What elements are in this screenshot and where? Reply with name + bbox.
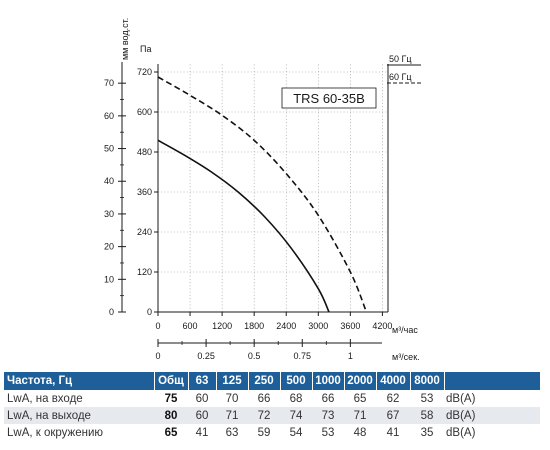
m3h-tick-label: 3600 [340, 321, 360, 331]
table-row: LwA, на выходе 80 60 71 72 74 73 71 67 58 dB(A) [4, 407, 540, 424]
row-unit: dB(A) [446, 392, 476, 405]
table-body: LwA, на входе 75 60 70 66 68 66 65 62 53 dB(A) LwA,… [4, 390, 540, 441]
legend: 50 Гц 60 Гц [387, 54, 421, 84]
pa-axis-unit: Па [140, 44, 151, 54]
pa-axis-ticks: 0 120 240 360 480 600 720 [137, 67, 158, 317]
mm-tick-label: 40 [104, 176, 114, 186]
band-value: 59 [257, 426, 271, 439]
row-total: 75 [164, 392, 178, 405]
band-value: 63 [225, 426, 239, 439]
mm-axis-unit: мм вод.ст. [120, 18, 130, 60]
band-value: 66 [257, 392, 271, 405]
band-value: 70 [225, 392, 239, 405]
table-row: LwA, на входе 75 60 70 66 68 66 65 62 53 dB(A) [4, 390, 540, 407]
m3s-axis-ticks: 0 0.25 0.5 0.75 1 [155, 339, 353, 361]
m3h-tick-label: 2400 [276, 321, 296, 331]
band-value: 68 [289, 392, 303, 405]
mm-tick-label: 0 [109, 307, 114, 317]
band-value: 65 [353, 392, 367, 405]
header-500: 500 [280, 372, 313, 390]
header-63: 63 [188, 372, 217, 390]
row-total: 80 [154, 407, 188, 424]
band-value: 73 [312, 407, 344, 424]
band-value: 71 [216, 407, 248, 424]
mm-tick-label: 50 [104, 144, 114, 154]
header-unit [444, 372, 540, 390]
legend-label-60hz: 60 Гц [389, 72, 412, 82]
band-value: 60 [188, 407, 216, 424]
band-value: 53 [321, 426, 335, 439]
legend-label-50hz: 50 Гц [389, 54, 412, 64]
m3h-axis-unit: м³/час [392, 325, 418, 335]
header-frequency: Частота, Гц [4, 372, 155, 390]
row-label: LwA, на входе [7, 392, 83, 405]
header-125: 125 [216, 372, 249, 390]
table-header-row: Частота, Гц Общ 63 125 250 500 1000 2000… [4, 372, 540, 390]
mm-axis-ticks: 0 10 20 30 40 50 60 70 [104, 78, 126, 317]
m3s-axis-unit: м³/сек. [392, 352, 420, 362]
pa-tick-label: 0 [147, 307, 152, 317]
band-value: 71 [344, 407, 376, 424]
mm-tick-label: 60 [104, 111, 114, 121]
header-1000: 1000 [312, 372, 345, 390]
band-value: 35 [420, 426, 434, 439]
pa-tick-label: 360 [137, 187, 152, 197]
noise-level-table: Частота, Гц Общ 63 125 250 500 1000 2000… [4, 372, 540, 441]
m3h-tick-label: 1800 [244, 321, 264, 331]
band-value: 74 [280, 407, 312, 424]
m3h-tick-label: 0 [155, 321, 160, 331]
row-label: LwA, на выходе [4, 407, 154, 424]
curve-60hz [157, 76, 368, 313]
curves [157, 76, 368, 313]
header-4000: 4000 [376, 372, 411, 390]
m3h-tick-label: 4200 [372, 321, 392, 331]
mm-tick-label: 10 [104, 274, 114, 284]
row-total: 65 [164, 426, 178, 439]
m3h-tick-label: 1200 [212, 321, 232, 331]
band-value: 67 [376, 407, 410, 424]
m3s-tick-label: 1 [348, 351, 353, 361]
band-value: 58 [410, 407, 444, 424]
band-value: 41 [195, 426, 209, 439]
band-value: 54 [289, 426, 303, 439]
header-250: 250 [248, 372, 281, 390]
row-unit: dB(A) [446, 426, 476, 439]
model-label-box [281, 87, 377, 109]
model-label: TRS 60-35B [293, 91, 365, 106]
m3h-tick-label: 3000 [308, 321, 328, 331]
band-value: 72 [248, 407, 280, 424]
band-value: 41 [386, 426, 400, 439]
row-label: LwA, к окружению [7, 426, 104, 439]
table-row: LwA, к окружению 65 41 63 59 54 53 48 41 35 dB(A) [4, 424, 540, 441]
row-unit: dB(A) [444, 407, 540, 424]
pa-tick-label: 720 [137, 67, 152, 77]
m3s-tick-label: 0.5 [248, 351, 261, 361]
pa-tick-label: 480 [137, 147, 152, 157]
m3s-tick-label: 0.75 [293, 351, 311, 361]
mm-tick-label: 20 [104, 242, 114, 252]
m3h-tick-label: 600 [183, 321, 198, 331]
band-value: 53 [420, 392, 434, 405]
band-value: 48 [353, 426, 367, 439]
mm-tick-label: 30 [104, 209, 114, 219]
curve-50hz [157, 139, 330, 313]
header-total: Общ [154, 372, 189, 390]
band-value: 60 [195, 392, 209, 405]
m3s-tick-label: 0.25 [197, 351, 215, 361]
mm-tick-label: 70 [104, 78, 114, 88]
band-value: 62 [386, 392, 400, 405]
header-2000: 2000 [344, 372, 377, 390]
pa-tick-label: 600 [137, 107, 152, 117]
m3s-tick-label: 0 [155, 351, 160, 361]
pa-tick-label: 240 [137, 227, 152, 237]
band-value: 66 [321, 392, 335, 405]
header-8000: 8000 [410, 372, 445, 390]
pa-tick-label: 120 [137, 267, 152, 277]
m3h-axis-ticks: 0 600 1200 1800 2400 3000 3600 4200 [155, 312, 392, 331]
